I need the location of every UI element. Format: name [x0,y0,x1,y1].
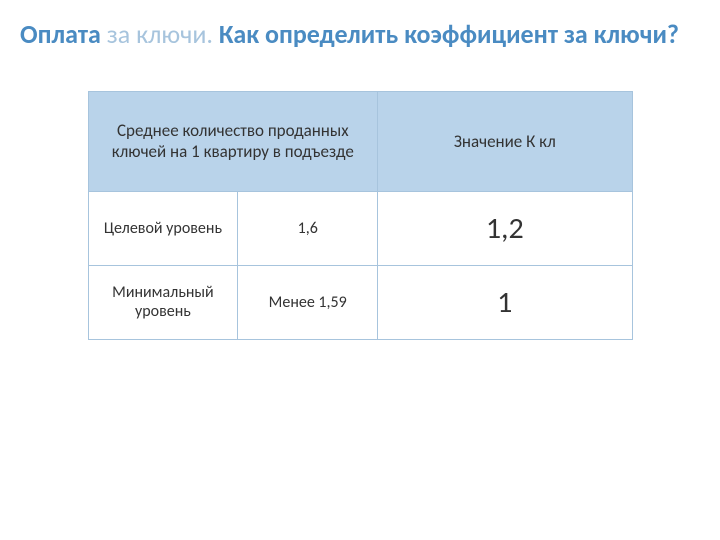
cell-level: Минимальный уровень [88,265,238,339]
cell-threshold: Менее 1,59 [238,265,378,339]
title-part2: за ключи. [101,18,219,50]
table-row: Минимальный уровень Менее 1,59 1 [88,265,632,339]
table-row: Целевой уровень 1,6 1,2 [88,191,632,265]
coefficient-table: Среднее количество проданных ключей на 1… [88,91,633,340]
header-avg-keys: Среднее количество проданных ключей на 1… [88,91,378,191]
cell-threshold: 1,6 [238,191,378,265]
table-header-row: Среднее количество проданных ключей на 1… [88,91,632,191]
cell-level: Целевой уровень [88,191,238,265]
header-k-value: Значение К кл [378,91,632,191]
cell-value: 1,2 [378,191,632,265]
title-part1: Оплата [20,18,101,50]
cell-value: 1 [378,265,632,339]
slide-title: Оплата за ключи. Как определить коэффици… [0,0,720,51]
coefficient-table-wrap: Среднее количество проданных ключей на 1… [88,91,633,340]
title-part3: Как определить коэффициент за ключи? [219,18,679,50]
